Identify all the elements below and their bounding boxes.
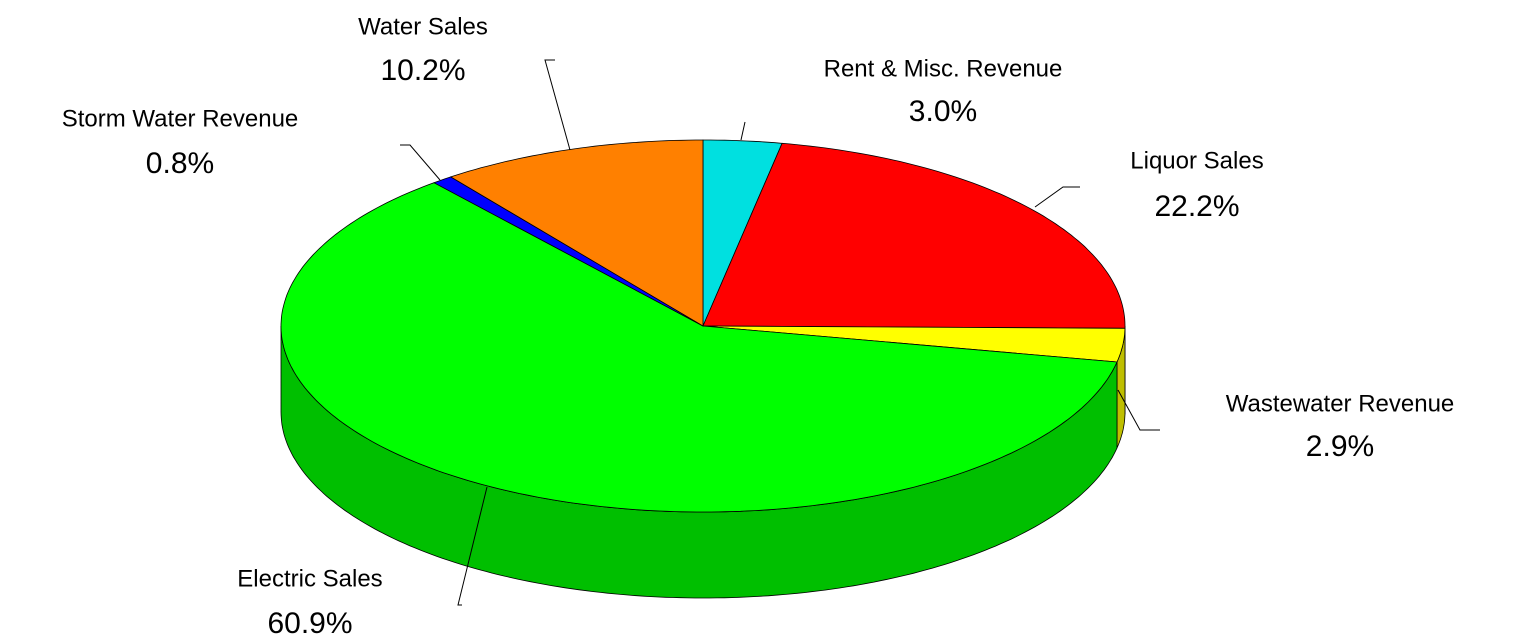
slice [702, 142, 1126, 329]
slice-label: Wastewater Revenue [1226, 390, 1455, 417]
leader-line [544, 59, 571, 151]
slice-value-label: 22.2% [1154, 190, 1239, 223]
slice [280, 182, 1118, 513]
slice-value-label: 2.9% [1306, 430, 1374, 463]
slice-value-label: 10.2% [380, 54, 465, 87]
slice-label: Storm Water Revenue [62, 105, 299, 132]
slice-value-label: 60.9% [267, 607, 352, 640]
leader-line [1034, 186, 1080, 208]
leader-line [1117, 389, 1160, 431]
slice-label: Rent & Misc. Revenue [824, 55, 1063, 82]
slice-value-label: 3.0% [909, 95, 977, 128]
slice-label: Water Sales [358, 13, 488, 40]
slice-label: Electric Sales [237, 565, 382, 592]
leader-line [457, 486, 488, 606]
leader-line [400, 144, 441, 181]
leader-line [740, 121, 746, 141]
slice-value-label: 0.8% [146, 147, 214, 180]
slice-label: Liquor Sales [1130, 147, 1263, 174]
